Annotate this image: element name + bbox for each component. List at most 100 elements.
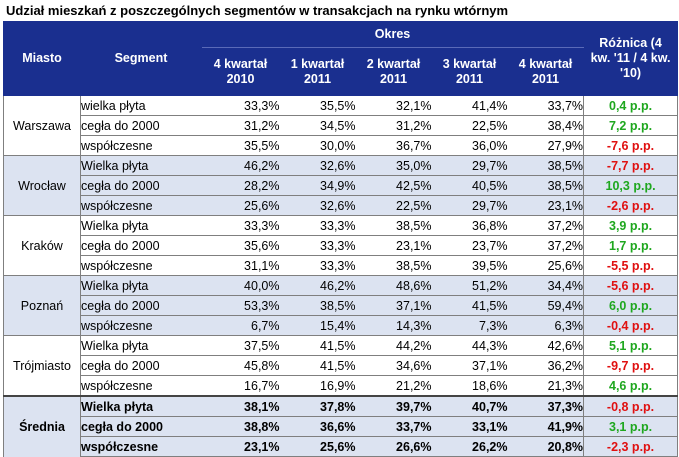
value-cell: 41,5% [279,335,356,356]
value-cell: 23,1% [507,195,584,216]
table-row: Trójmiasto Wielka płyta 37,5% 41,5% 44,2% 44,… [3,335,679,396]
value-cell: 33,3% [279,215,356,236]
table-row: Kraków Wielka płyta 33,3% 33,3% 38,5% 36,8% 37… [3,215,679,276]
value-cell: 37,5% [201,335,280,356]
value-cell: 40,0% [201,275,280,296]
header-period: 4 kwartał 2010 [201,47,280,96]
diff-cell: -5,5 p.p. [583,255,679,276]
header-roznica: Różnica (4 kw. '11 / 4 kw. '10) [583,21,679,96]
diff-cell: 0,4 p.p. [583,95,679,116]
segment-cell: wielka płyta [80,95,202,116]
value-cell: 36,2% [507,355,584,376]
header-period: 1 kwartał 2011 [279,47,356,96]
table-row: Poznań Wielka płyta 40,0% 46,2% 48,6% 51,2% 34… [3,275,679,336]
value-cell: 37,2% [507,215,584,236]
value-cell: 38,5% [279,295,356,316]
value-cell: 37,3% [507,395,584,417]
value-cell: 44,2% [355,335,432,356]
value-cell: 41,5% [431,295,508,316]
table-row: współczesne 6,7% 15,4% 14,3% 7,3% 6,3% -0,4 p.… [4,315,679,336]
value-cell: 37,2% [507,235,584,256]
value-cell: 31,2% [201,115,280,136]
value-cell: 37,1% [355,295,432,316]
value-cell: 33,7% [355,416,432,437]
table-row: cegła do 2000 31,2% 34,5% 31,2% 22,5% 38,4% 7,… [4,115,679,136]
header-period: 2 kwartał 2011 [355,47,432,96]
segment-cell: współczesne [80,255,202,276]
diff-cell: -0,8 p.p. [583,395,679,417]
diff-cell: -9,7 p.p. [583,355,679,376]
table-row: cegła do 2000 53,3% 38,5% 37,1% 41,5% 59,4% 6,… [4,295,679,316]
value-cell: 29,7% [431,155,508,176]
value-cell: 21,3% [507,375,584,396]
value-cell: 40,5% [431,175,508,196]
value-cell: 31,1% [201,255,280,276]
value-cell: 33,1% [431,416,508,437]
diff-cell: 6,0 p.p. [583,295,679,316]
table-row: współczesne 35,5% 30,0% 36,7% 36,0% 27,9% -7,6… [4,135,679,156]
segment-cell: cegła do 2000 [80,355,202,376]
value-cell: 59,4% [507,295,584,316]
value-cell: 23,7% [431,235,508,256]
value-cell: 39,7% [355,395,432,417]
value-cell: 53,3% [201,295,280,316]
value-cell: 32,6% [279,155,356,176]
header-okres: Okres [200,21,585,48]
value-cell: 21,2% [355,375,432,396]
value-cell: 35,6% [201,235,280,256]
value-cell: 27,9% [507,135,584,156]
value-cell: 25,6% [507,255,584,276]
city-cell: Poznań [3,275,81,336]
value-cell: 51,2% [431,275,508,296]
table-row: współczesne 23,1% 25,6% 26,6% 26,2% 20,8% -2,3… [4,436,679,457]
segment-cell: Wielka płyta [80,275,202,296]
segment-cell: współczesne [80,195,202,216]
value-cell: 31,2% [355,115,432,136]
value-cell: 32,6% [279,195,356,216]
value-cell: 33,3% [279,255,356,276]
table-row: współczesne 16,7% 16,9% 21,2% 18,6% 21,3% 4,6 … [4,375,679,396]
value-cell: 16,9% [279,375,356,396]
value-cell: 7,3% [431,315,508,336]
segment-cell: współczesne [80,315,202,336]
diff-cell: 1,7 p.p. [583,235,679,256]
table-row: cegła do 2000 35,6% 33,3% 23,1% 23,7% 37,2% 1,… [4,235,679,256]
value-cell: 6,3% [507,315,584,336]
diff-cell: -2,3 p.p. [583,436,679,457]
value-cell: 28,2% [201,175,280,196]
city-cell: Średnia [3,395,81,457]
value-cell: 36,7% [355,135,432,156]
diff-cell: 3,9 p.p. [583,215,679,236]
value-cell: 18,6% [431,375,508,396]
value-cell: 41,5% [279,355,356,376]
value-cell: 38,4% [507,115,584,136]
diff-cell: 4,6 p.p. [583,375,679,396]
page-title: Udział mieszkań z poszczególnych segment… [6,3,509,18]
diff-cell: -2,6 p.p. [583,195,679,216]
value-cell: 38,5% [355,215,432,236]
value-cell: 23,1% [201,436,280,457]
table-row: Wrocław Wielka płyta 46,2% 32,6% 35,0% 29,7% 3… [3,155,679,216]
value-cell: 38,5% [355,255,432,276]
city-cell: Trójmiasto [3,335,81,396]
value-cell: 14,3% [355,315,432,336]
value-cell: 38,5% [507,175,584,196]
value-cell: 22,5% [355,195,432,216]
value-cell: 30,0% [279,135,356,156]
segment-cell: Wielka płyta [80,335,202,356]
value-cell: 37,1% [431,355,508,376]
value-cell: 23,1% [355,235,432,256]
segment-cell: cegła do 2000 [80,115,202,136]
value-cell: 35,5% [201,135,280,156]
value-cell: 34,9% [279,175,356,196]
table-header: Miasto Segment Okres Różnica (4 kw. '11 … [3,21,679,96]
segment-cell: współczesne [80,135,202,156]
header-segment: Segment [80,21,202,96]
value-cell: 45,8% [201,355,280,376]
city-cell: Warszawa [3,95,81,156]
value-cell: 20,8% [507,436,584,457]
city-cell: Wrocław [3,155,81,216]
header-period: 4 kwartał 2011 [506,47,585,96]
value-cell: 36,6% [279,416,356,437]
segment-cell: cegła do 2000 [80,295,202,316]
